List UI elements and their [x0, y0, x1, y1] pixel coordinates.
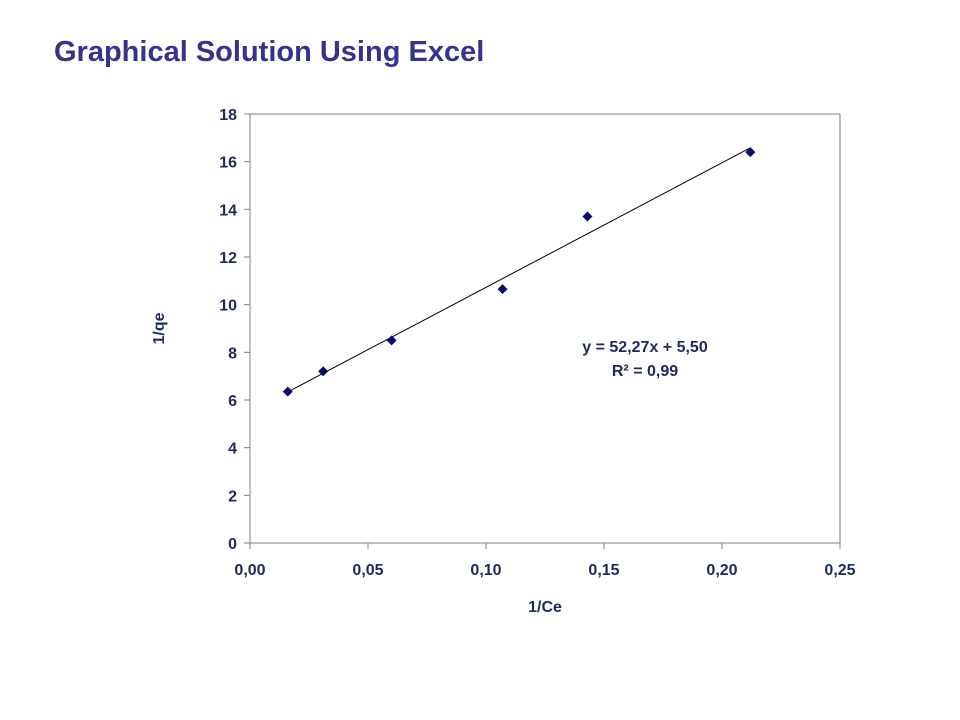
- y-tick-label: 8: [228, 345, 237, 362]
- x-tick-label: 0,25: [824, 562, 855, 579]
- y-tick-label: 0: [228, 536, 237, 553]
- y-axis-title: 1/qe: [151, 312, 168, 344]
- data-point-marker: [386, 335, 397, 346]
- r-squared-label: R² = 0,99: [612, 363, 678, 380]
- x-axis-title: 1/Ce: [528, 599, 562, 616]
- data-point-marker: [497, 284, 508, 295]
- data-point-marker: [745, 147, 756, 158]
- y-tick-label: 10: [219, 298, 237, 315]
- page-title: Graphical Solution Using Excel: [54, 36, 485, 68]
- plot-area-frame: [249, 113, 841, 544]
- y-tick-label: 2: [228, 488, 237, 505]
- y-tick-label: 14: [219, 202, 237, 219]
- y-tick-label: 18: [219, 107, 237, 124]
- x-tick-label: 0,10: [470, 562, 501, 579]
- y-tick-label: 12: [219, 250, 237, 267]
- x-tick-label: 0,00: [234, 562, 265, 579]
- linear-trendline: [287, 147, 751, 393]
- x-tick-label: 0,05: [352, 562, 383, 579]
- data-point-marker: [582, 211, 593, 222]
- x-tick-label: 0,20: [706, 562, 737, 579]
- x-tick-label: 0,15: [588, 562, 619, 579]
- trendline-equation: y = 52,27x + 5,50: [582, 339, 708, 356]
- data-point-marker: [282, 386, 293, 397]
- y-tick-label: 6: [228, 393, 237, 410]
- data-point-marker: [318, 366, 329, 377]
- y-tick-label: 16: [219, 155, 237, 172]
- y-tick-label: 4: [228, 441, 237, 458]
